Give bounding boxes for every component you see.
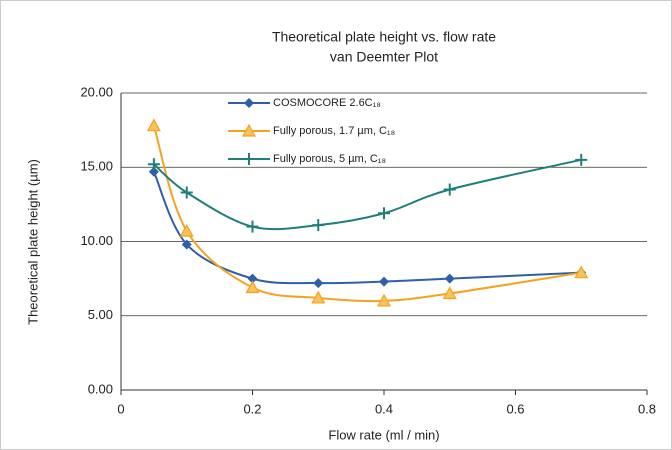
marker <box>146 118 161 132</box>
marker <box>247 273 258 284</box>
x-tick-label: 0.6 <box>506 401 524 416</box>
marker <box>311 290 326 304</box>
legend-marker <box>243 153 255 165</box>
marker <box>575 153 588 166</box>
chart-subtitle: van Deemter Plot <box>330 49 438 65</box>
marker <box>246 220 259 233</box>
marker <box>378 207 390 220</box>
marker <box>179 223 194 237</box>
marker <box>376 293 392 307</box>
y-tick-label: 5.00 <box>88 307 113 322</box>
legend-label: Fully porous, 5 µm, C₁₈ <box>273 153 386 165</box>
marker <box>379 276 389 287</box>
marker <box>443 183 456 196</box>
legend-marker <box>244 98 254 108</box>
x-tick-label: 0.2 <box>243 401 261 416</box>
y-tick-label: 20.00 <box>80 84 113 99</box>
marker <box>574 265 589 279</box>
x-tick-label: 0 <box>117 401 124 416</box>
legend-label: COSMOCORE 2.6C₁₈ <box>273 97 381 109</box>
marker <box>442 286 457 300</box>
marker <box>181 239 192 250</box>
x-tick-label: 0.8 <box>638 401 656 416</box>
legend-marker <box>241 123 257 137</box>
marker <box>148 166 159 177</box>
chart-title: Theoretical plate height vs. flow rate <box>272 29 496 45</box>
marker <box>444 273 455 284</box>
x-tick-label: 0.4 <box>375 401 393 416</box>
series-line <box>153 158 582 231</box>
marker <box>147 158 160 171</box>
marker <box>313 278 324 289</box>
x-axis-label: Flow rate (ml / min) <box>328 427 439 442</box>
y-tick-label: 10.00 <box>80 233 113 248</box>
y-tick-label: 0.00 <box>88 381 113 396</box>
marker <box>180 186 193 199</box>
y-tick-label: 15.00 <box>80 159 113 174</box>
y-axis-label: Theoretical plate height (µm) <box>25 159 40 325</box>
marker <box>245 280 260 294</box>
legend-label: Fully porous, 1.7 µm, C₁₈ <box>273 125 395 137</box>
marker <box>312 219 325 232</box>
